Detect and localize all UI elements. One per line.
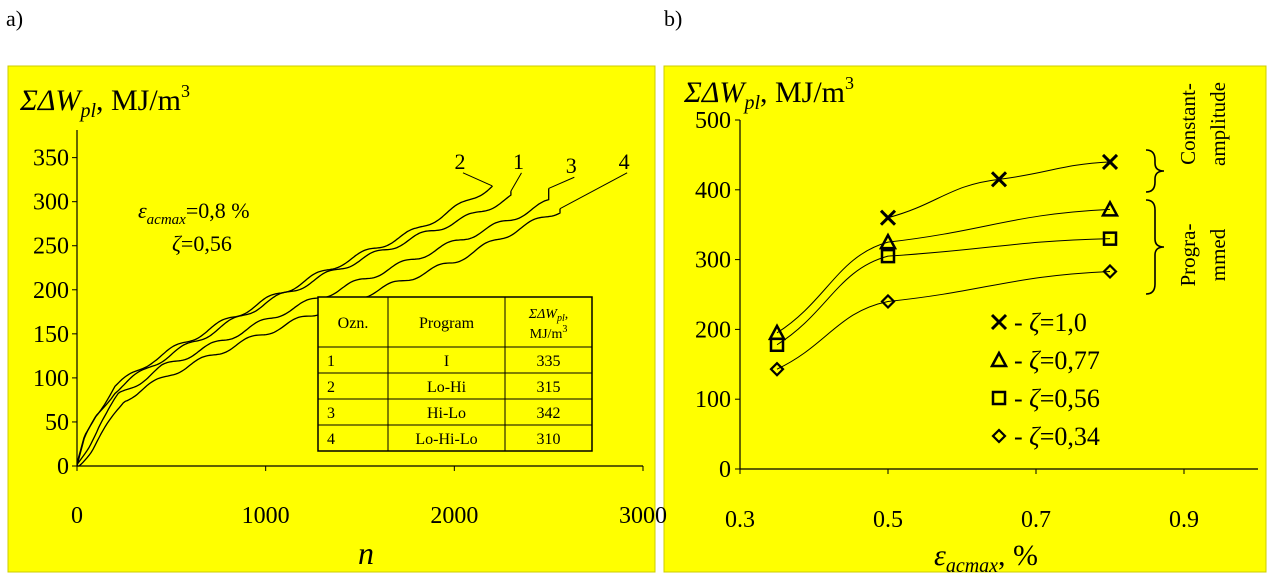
a-data-table: Ozn. Program ΣΔWpl,MJ/m3 1 I 335 2 Lo-Hi 315 3 Hi-… [317,296,593,452]
b-legend-marker-1 [989,350,1009,368]
a-x-tick-label: 1000 [242,503,290,529]
a-series-1-label: 1 [513,149,524,174]
b-legend-label-2: - ζ=0,56 [1014,384,1100,413]
a-x-tick-label: 3000 [619,503,667,529]
a-series-1-leader [510,172,522,192]
b-series-1-point-2 [1100,199,1120,217]
a-series-3-line [76,188,550,465]
a-series-2-leader [462,172,493,187]
a-y-axis-title: ΣΔWpl, MJ/m3 [19,81,190,122]
b-y-tick-label: 0 [719,457,731,483]
a-series-2-label: 2 [454,149,465,174]
a-x-tick-label: 0 [71,503,83,529]
panel-a-label: a) [6,6,24,31]
a-x-axis-title: n [358,535,374,571]
a-y-tick-label: 250 [33,234,69,260]
a-x-tick-label: 2000 [430,503,478,529]
a-table-cell-program: Hi-Lo [427,405,466,422]
b-y-tick-label: 100 [695,387,731,413]
b-legend-label-3: - ζ=0,34 [1014,422,1100,451]
a-table-cell-ozn: 4 [327,431,335,448]
a-table-cell-program: Lo-Hi-Lo [415,431,477,448]
a-y-tick-label: 300 [33,190,69,216]
b-label-programmed-line1: Progra- [1176,224,1200,287]
a-table-header-energy: ΣΔWpl, [528,307,568,324]
b-series-2-point-1 [880,248,896,264]
a-annotation-zeta: ζ=0,56 [172,231,232,256]
b-x-tick-label: 0.5 [873,507,903,533]
b-series-3-point-0 [769,361,785,377]
a-y-tick-label: 200 [33,278,69,304]
a-y-tick-label: 100 [33,366,69,392]
b-series-0-point-1 [990,171,1008,188]
b-series-1-point-1 [878,232,898,250]
a-table-cell-ozn: 1 [327,353,335,370]
a-table-cell-value: 315 [537,379,561,396]
b-series-0-point-2 [1101,153,1119,170]
b-series-1-line [776,208,1111,334]
b-x-axis-title: εacmax, % [934,539,1038,575]
panel-b-background [663,65,1267,573]
a-table-header-ozn: Ozn. [338,315,369,332]
b-y-tick-label: 300 [695,248,731,274]
b-y-tick-label: 400 [695,178,731,204]
panel-b-label: b) [664,6,683,31]
a-series-4-leader [559,172,628,210]
b-series-2-point-2 [1102,231,1118,246]
a-series-2-line [76,185,493,464]
a-table-cell-value: 310 [537,431,561,448]
a-y-tick-label: 0 [57,454,69,480]
b-legend-marker-2 [991,390,1007,406]
a-series-3-leader [548,176,575,189]
a-table-cell-value: 342 [537,405,561,422]
b-series-2-line [776,238,1111,346]
a-table-header-unit: MJ/m3 [530,324,568,342]
b-legend-label-1: - ζ=0,77 [1014,346,1100,375]
b-label-programmed-line2: mmed [1206,228,1230,281]
a-table-cell-ozn: 2 [327,379,335,396]
a-series-1-line [76,191,512,467]
b-label-constant-line1: Constant- [1176,83,1200,165]
a-y-tick-label: 350 [33,146,69,172]
b-brace-programmed [1145,199,1165,295]
b-x-tick-label: 0.9 [1169,507,1199,533]
b-series-0-point-0 [879,209,897,226]
a-table-cell-program: Lo-Hi [427,379,467,396]
b-legend-label-0: - ζ=1,0 [1014,308,1087,337]
a-table-cell-program: I [444,353,449,370]
b-x-tick-label: 0.3 [725,507,755,533]
b-y-axis-title: ΣΔWpl, MJ/m3 [683,73,854,114]
b-series-3-point-1 [880,293,896,310]
b-label-constant-line2: amplitude [1206,82,1230,166]
a-annotation-strain: εacmax=0,8 % [138,198,250,228]
a-table-cell-value: 335 [537,353,561,370]
a-series-3-label: 3 [566,153,577,178]
a-y-tick-label: 150 [33,322,69,348]
a-table-cell-ozn: 3 [327,405,335,422]
b-y-tick-label: 500 [695,108,731,134]
b-x-tick-label: 0.7 [1021,507,1051,533]
a-y-tick-label: 50 [45,410,69,436]
b-series-3-point-2 [1102,263,1118,280]
b-legend-marker-0 [990,313,1008,331]
b-series-3-line [776,270,1111,370]
a-series-4-label: 4 [619,149,630,174]
b-series-2-point-0 [769,337,785,353]
a-table-header-program: Program [419,315,475,332]
b-legend-marker-3 [991,428,1007,444]
b-brace-constant [1145,149,1165,193]
b-y-tick-label: 200 [695,317,731,343]
